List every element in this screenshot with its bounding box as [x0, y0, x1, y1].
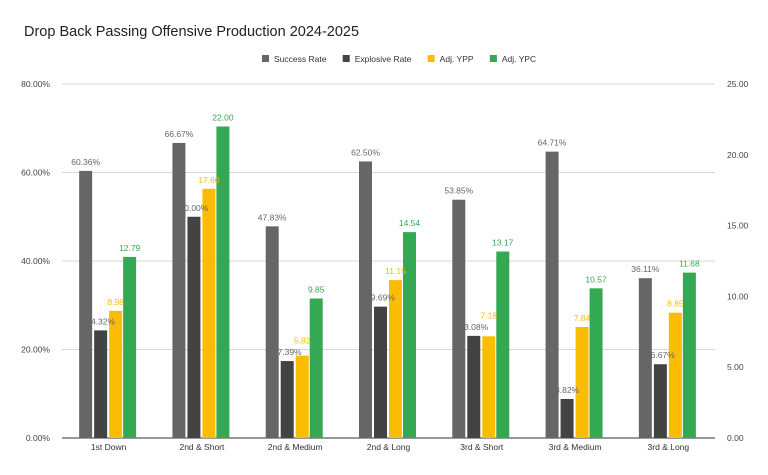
bar-explosive-rate	[94, 330, 108, 438]
legend-label: Adj. YPC	[502, 54, 536, 64]
legend-swatch	[489, 55, 497, 62]
left-tick-label: 80.00%	[21, 79, 50, 89]
legend-label: Success Rate	[274, 54, 327, 64]
category-label: 3rd & Short	[460, 442, 504, 452]
legend-label: Explosive Rate	[355, 54, 412, 64]
data-label: 17.39%	[273, 347, 302, 357]
data-label: 62.50%	[351, 147, 380, 157]
data-label: 14.54	[399, 218, 421, 228]
bar-adj-ypp	[109, 310, 123, 438]
bar-adj-ypc	[589, 288, 603, 438]
data-label: 50.00%	[180, 203, 209, 213]
data-label: 60.36%	[71, 157, 100, 167]
bar-adj-ypp	[202, 188, 216, 438]
category-label: 2nd & Long	[367, 442, 411, 452]
left-tick-label: 60.00%	[21, 168, 50, 178]
data-label: 29.69%	[366, 293, 395, 303]
data-label: 22.00	[212, 112, 234, 122]
data-label: 64.71%	[538, 138, 567, 148]
bar-success-rate	[79, 170, 93, 439]
bar-success-rate	[172, 142, 186, 439]
legend-swatch	[342, 55, 350, 62]
legend-label: Adj. YPP	[440, 54, 474, 64]
bar-explosive-rate	[653, 364, 667, 438]
data-label: 24.32%	[86, 316, 115, 326]
data-label: 5.82	[294, 336, 311, 346]
data-label: 13.17	[492, 238, 514, 248]
left-tick-label: 0.00%	[26, 433, 51, 443]
bar-success-rate	[452, 199, 466, 438]
data-label: 11.68	[679, 259, 700, 269]
legend-swatch	[262, 55, 269, 62]
data-label: 17.60	[198, 175, 220, 185]
bar-explosive-rate	[560, 398, 574, 438]
bar-success-rate	[359, 161, 372, 438]
bar-adj-ypp	[295, 355, 309, 438]
data-label: 8.82%	[555, 385, 580, 395]
bar-adj-ypc	[309, 298, 323, 438]
category-label: 1st Down	[91, 442, 127, 452]
category-label: 2nd & Medium	[268, 442, 323, 452]
data-label: 36.11%	[631, 264, 660, 274]
bar-adj-ypp	[482, 336, 496, 438]
data-label: 9.85	[308, 285, 325, 295]
right-tick-label: 10.00	[727, 291, 749, 301]
right-tick-label: 25.00	[727, 79, 749, 89]
bar-adj-ypc	[403, 232, 416, 438]
bar-adj-ypc	[496, 251, 510, 438]
chart-title: Drop Back Passing Offensive Production 2…	[24, 24, 360, 40]
data-label: 8.98	[107, 297, 124, 307]
bar-adj-ypp	[575, 326, 589, 438]
right-tick-label: 5.00	[727, 362, 744, 372]
category-label: 3rd & Long	[648, 442, 690, 452]
bar-explosive-rate	[467, 335, 481, 438]
left-tick-label: 20.00%	[21, 345, 50, 355]
data-label: 16.67%	[646, 350, 675, 360]
data-label: 10.57	[585, 274, 607, 284]
bar-adj-ypc	[682, 272, 696, 438]
right-tick-label: 20.00	[727, 150, 749, 160]
data-label: 53.85%	[444, 186, 473, 196]
data-label: 7.18	[481, 310, 498, 320]
bar-success-rate	[545, 151, 559, 438]
bar-explosive-rate	[374, 306, 387, 438]
category-label: 2nd & Short	[179, 442, 225, 452]
legend-swatch	[427, 55, 435, 62]
bar-adj-ypp	[389, 280, 402, 438]
data-label: 11.15	[385, 266, 406, 276]
data-label: 12.79	[119, 243, 141, 253]
data-label: 8.85	[667, 299, 684, 309]
data-label: 66.67%	[165, 129, 194, 139]
right-tick-label: 15.00	[727, 221, 749, 231]
right-tick-label: 0.00	[727, 433, 744, 443]
data-label: 23.08%	[459, 322, 488, 332]
bar-success-rate	[638, 278, 652, 438]
bar-adj-ypc	[123, 256, 137, 438]
bar-explosive-rate	[187, 216, 201, 438]
category-label: 3rd & Medium	[549, 442, 602, 452]
bar-explosive-rate	[280, 361, 294, 438]
bar-success-rate	[265, 226, 279, 438]
data-label: 7.84	[574, 313, 591, 323]
data-label: 47.83%	[258, 212, 287, 222]
bar-adj-ypc	[216, 126, 230, 438]
bar-adj-ypp	[668, 312, 682, 438]
left-tick-label: 40.00%	[21, 256, 50, 266]
